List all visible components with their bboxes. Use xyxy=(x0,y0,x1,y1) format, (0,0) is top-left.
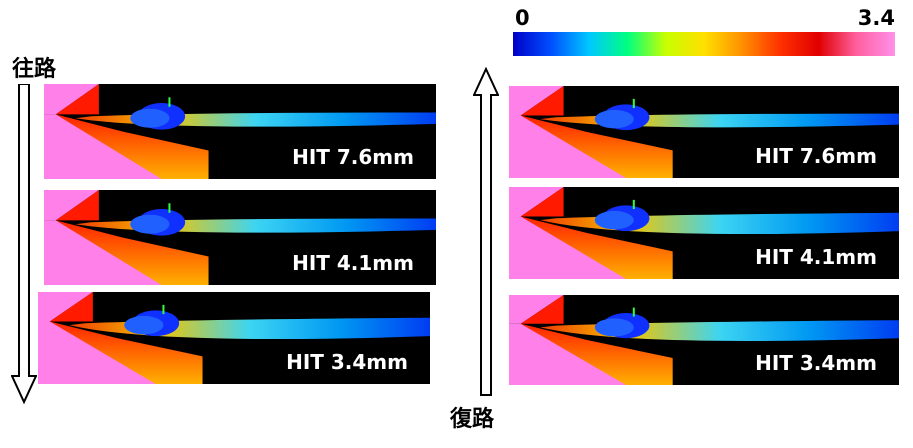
outbound-panel-1-field xyxy=(44,84,436,179)
return-panel-1-hit-label: HIT 7.6mm xyxy=(755,144,877,168)
outbound-panel-3-field xyxy=(38,292,430,384)
outbound-panel-2-field xyxy=(44,190,436,285)
down-arrow-icon xyxy=(11,84,37,404)
colorbar-min-label: 0 xyxy=(515,6,530,30)
return-panel-2-hit-label: HIT 4.1mm xyxy=(755,245,877,269)
return-panel-1-field xyxy=(509,86,899,178)
return-panel-3-field xyxy=(509,295,899,385)
colorbar-max-label: 3.4 xyxy=(857,6,895,30)
outbound-panel-3: HIT 3.4mm xyxy=(38,292,430,384)
outbound-panel-2: HIT 4.1mm xyxy=(44,190,436,285)
return-panel-2-field xyxy=(509,187,899,279)
return-panel-3-hit-label: HIT 3.4mm xyxy=(755,351,877,375)
outbound-label: 往路 xyxy=(12,57,57,82)
return-label: 復路 xyxy=(450,407,495,432)
outbound-panel-1: HIT 7.6mm xyxy=(44,84,436,179)
outbound-panel-3-hit-label: HIT 3.4mm xyxy=(286,350,408,374)
return-panel-2: HIT 4.1mm xyxy=(509,187,899,279)
colorbar: 0 3.4 xyxy=(513,8,895,56)
outbound-panel-2-hit-label: HIT 4.1mm xyxy=(292,251,414,275)
return-panel-3: HIT 3.4mm xyxy=(509,295,899,385)
outbound-panel-1-hit-label: HIT 7.6mm xyxy=(292,145,414,169)
up-arrow-icon xyxy=(473,67,499,396)
return-panel-1: HIT 7.6mm xyxy=(509,86,899,178)
colorbar-gradient xyxy=(513,32,895,56)
